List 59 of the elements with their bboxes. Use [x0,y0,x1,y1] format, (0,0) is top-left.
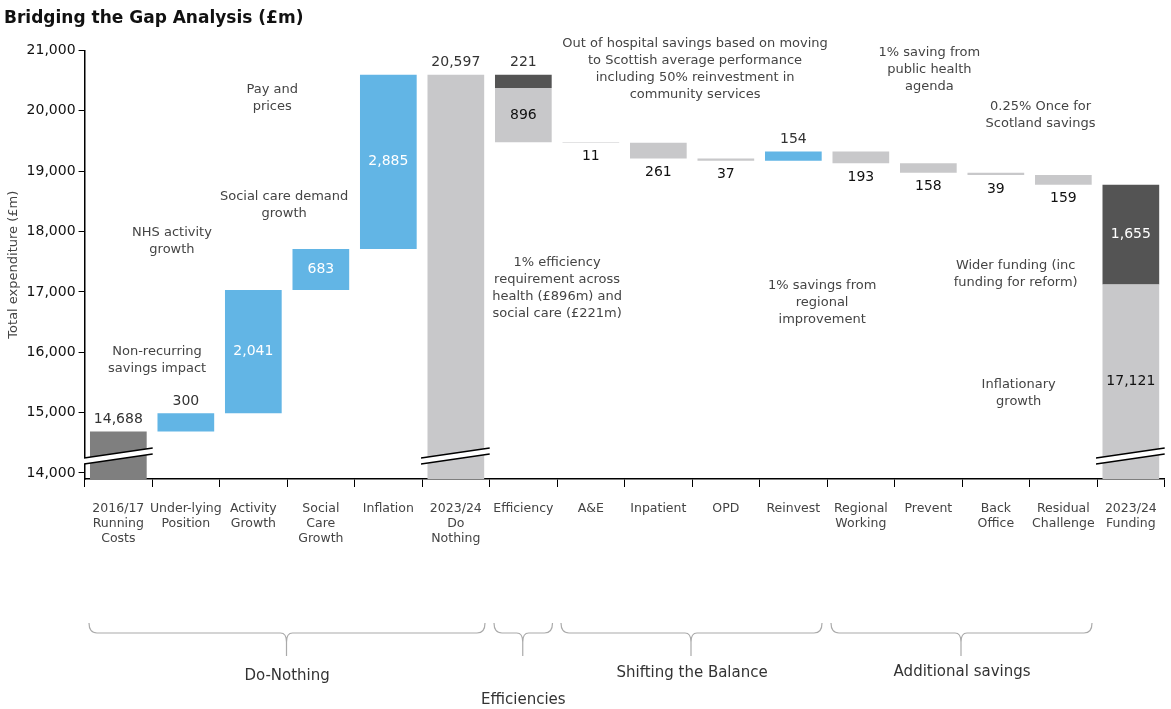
x-tick-label: Efficiency [493,499,555,515]
y-tick-label: 16,000 [26,342,76,359]
annotation: Non-recurring savings impact [107,342,207,375]
data-label: 2,885 [368,152,409,169]
text: Additional savings [893,662,1031,680]
x-tick-label: Back Office [977,499,1015,530]
annotation: Out of hospital savings based on moving to Scottish average performance including 50% reinvestment in community services [562,35,828,102]
text: Shifting the Balance [616,663,768,681]
data-label: 20,597 [431,53,481,70]
data-label: 158 [914,177,942,194]
data-label: 2,041 [233,342,274,359]
data-label: 17,121 [1106,372,1156,389]
y-tick-label: 14,000 [26,463,76,480]
y-tick-label: 15,000 [26,403,76,420]
y-axis-title: Total expenditure (£m) [5,190,21,340]
text: Efficiencies [481,690,566,708]
x-tick-label: Residual Challenge [1032,499,1095,530]
annotation: 1% savings from regional improvement [767,277,877,327]
data-label: 159 [1049,189,1077,206]
data-label: 11 [581,147,600,164]
x-tick-label: OPD [712,499,740,515]
x-tick-label: Activity Growth [229,499,278,530]
data-label: 683 [307,260,335,277]
x-tick-label: Under-lying Position [149,499,222,530]
data-label: 37 [716,165,735,182]
x-tick-label: Social Care Growth [298,499,344,545]
x-tick-label: Inflation [362,499,414,515]
data-label: 896 [509,105,537,122]
x-tick-label: 2023/24 Do Nothing [429,499,482,545]
data-label: 14,688 [93,410,143,427]
x-tick-label: Regional Working [833,499,888,530]
data-label: 39 [986,179,1005,196]
data-label: 1,655 [1110,225,1151,242]
y-tick-label: 19,000 [26,161,76,178]
annotation: Pay and prices [246,80,298,113]
annotation: Inflationary growth [981,376,1057,409]
annotation: NHS activity growth [132,223,213,256]
x-tick-label: Prevent [904,499,953,515]
y-tick-label: 17,000 [26,282,76,299]
annotation: Social care demand growth [219,187,349,220]
y-tick-label: 18,000 [26,222,76,239]
annotation: Wider funding (inc funding for reform) [953,257,1078,290]
x-tick-label: A&E [577,499,605,515]
annotation: 1% efficiency requirement across health (£896m) and social care (£221m) [492,254,622,321]
y-tick-label: 21,000 [26,41,76,58]
x-tick-label: Inpatient [630,499,687,515]
text: Do-Nothing [244,666,330,684]
y-tick-label: 20,000 [26,101,76,118]
x-tick-label: 2016/17 Running Costs [92,499,145,545]
data-label: 221 [509,53,537,70]
chart-title: Bridging the Gap Analysis (£m) [4,6,304,27]
x-tick-label: Reinvest [766,499,821,515]
annotation: 0.25% Once for Scotland savings [985,98,1096,131]
data-label: 154 [779,130,807,147]
x-tick-label: 2023/24 Funding [1104,499,1157,530]
data-label: 261 [644,163,672,180]
data-label: 300 [172,391,200,408]
data-label: 193 [847,167,875,184]
annotation: 1% saving from public health agenda [878,43,981,93]
